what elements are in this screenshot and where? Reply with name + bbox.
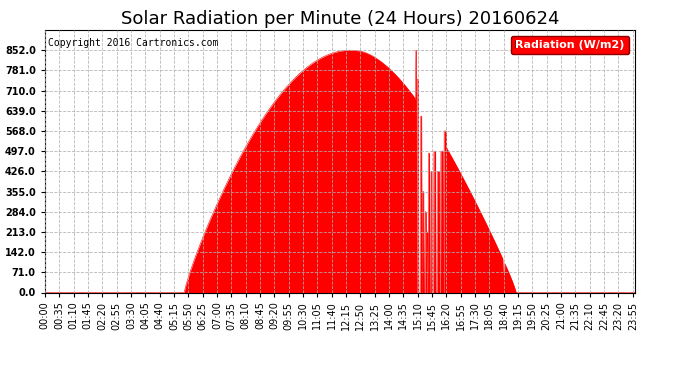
Text: Copyright 2016 Cartronics.com: Copyright 2016 Cartronics.com: [48, 38, 218, 48]
Legend: Radiation (W/m2): Radiation (W/m2): [511, 36, 629, 54]
Title: Solar Radiation per Minute (24 Hours) 20160624: Solar Radiation per Minute (24 Hours) 20…: [121, 10, 559, 28]
